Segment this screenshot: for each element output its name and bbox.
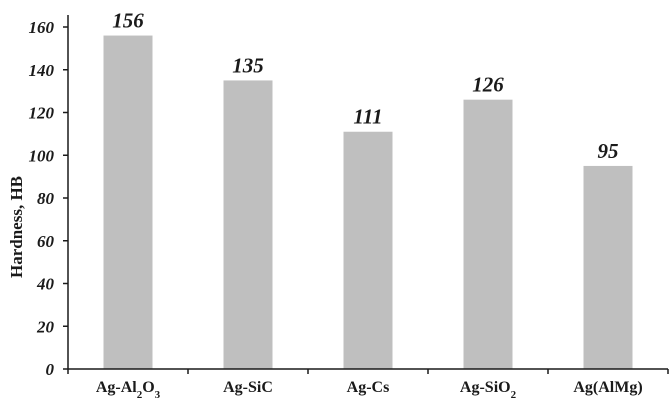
bar-ag-al2o3 (103, 35, 153, 370)
bar-ag-sio2 (463, 99, 513, 370)
category-label-ag-al2o3: Ag-Al2O3 (96, 379, 161, 401)
category-label-ag-cs: Ag-Cs (347, 379, 390, 396)
data-label-ag-almg: 95 (598, 139, 619, 163)
bar-ag-almg (583, 165, 633, 369)
y-tick-label: 60 (37, 232, 55, 251)
category-label-ag-sio2: Ag-SiO2 (460, 379, 517, 401)
data-label-ag-cs: 111 (353, 105, 382, 129)
category-label-ag-sic: Ag-SiC (223, 379, 273, 396)
data-label-ag-sio2: 126 (472, 73, 504, 97)
y-axis-title: Hardness, HB (7, 176, 26, 278)
category-label-ag-almg: Ag(AlMg) (573, 379, 642, 396)
y-tick-label: 80 (37, 189, 55, 208)
y-tick-label: 40 (36, 275, 55, 294)
y-tick-label: 140 (29, 61, 55, 80)
y-tick-label: 120 (29, 104, 55, 123)
bar-ag-cs (343, 131, 393, 369)
y-tick-label: 160 (29, 18, 55, 37)
data-label-ag-sic: 135 (232, 53, 264, 77)
y-tick-label: 100 (29, 146, 55, 165)
y-tick-label: 20 (36, 317, 55, 336)
bar-ag-sic (223, 80, 273, 369)
data-label-ag-al2o3: 156 (112, 9, 144, 33)
y-tick-label: 0 (46, 360, 55, 379)
